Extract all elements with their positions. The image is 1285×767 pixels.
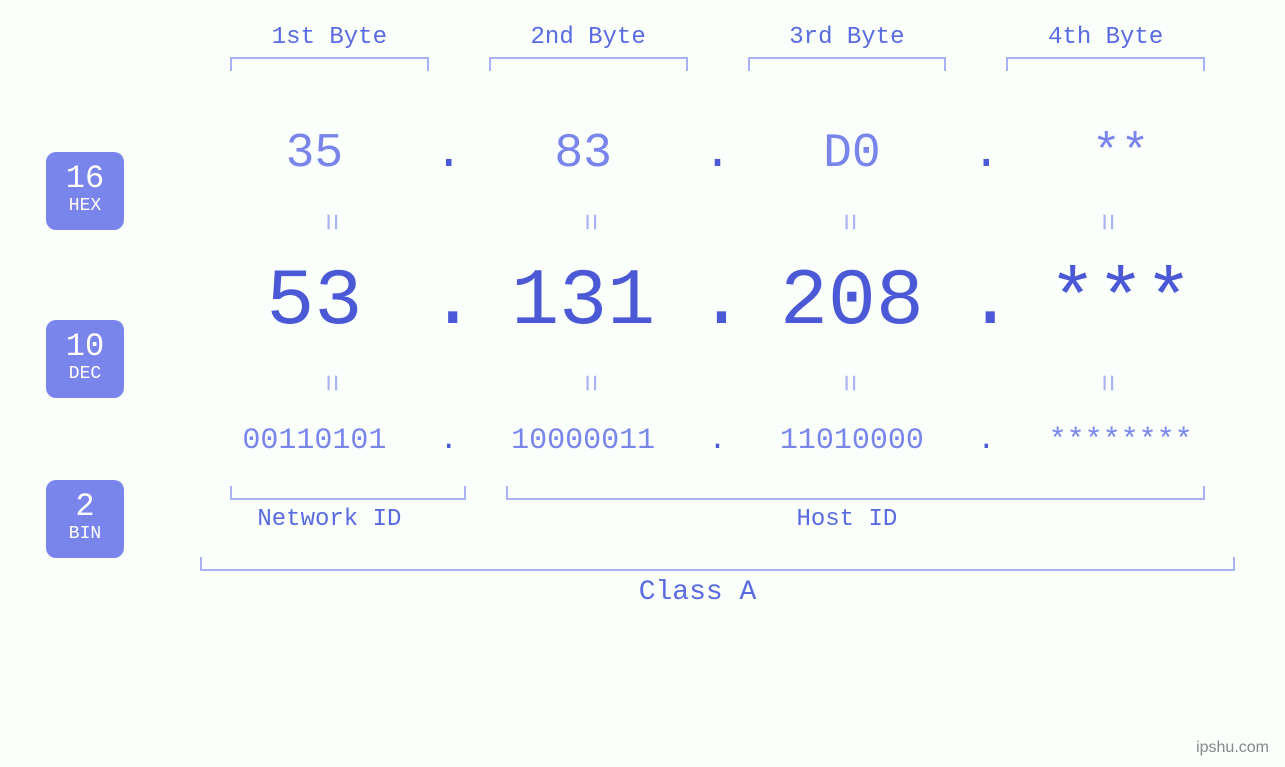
top-brackets bbox=[200, 57, 1235, 71]
id-brackets-row bbox=[200, 486, 1235, 500]
equals-5: = bbox=[312, 254, 346, 513]
badge-hex-num: 16 bbox=[66, 163, 104, 195]
top-bracket-4 bbox=[1006, 57, 1205, 71]
byte-header-1: 1st Byte bbox=[200, 24, 459, 51]
class-label: Class A bbox=[150, 577, 1245, 608]
dec-dot-2: . bbox=[698, 257, 738, 348]
top-bracket-2 bbox=[489, 57, 688, 71]
bin-row: 00110101 . 10000011 . 11010000 . *******… bbox=[200, 424, 1235, 458]
bin-dot-3: . bbox=[966, 424, 1006, 458]
dec-row: 53 . 131 . 208 . *** bbox=[200, 257, 1235, 348]
badge-bin: 2 BIN bbox=[46, 480, 124, 558]
dec-dot-3: . bbox=[966, 257, 1006, 348]
network-id-bracket bbox=[230, 486, 466, 500]
badge-dec: 10 DEC bbox=[46, 320, 124, 398]
top-bracket-3 bbox=[748, 57, 947, 71]
dec-dot-1: . bbox=[429, 257, 469, 348]
hex-dot-3: . bbox=[966, 127, 1006, 181]
badge-bin-num: 2 bbox=[75, 491, 94, 523]
badge-hex-txt: HEX bbox=[69, 195, 101, 218]
badge-dec-txt: DEC bbox=[69, 363, 101, 386]
watermark: ipshu.com bbox=[1196, 739, 1269, 757]
top-bracket-1 bbox=[230, 57, 429, 71]
byte-header-3: 3rd Byte bbox=[718, 24, 977, 51]
equals-6: = bbox=[571, 254, 605, 513]
equals-hex-dec: = = = = bbox=[200, 205, 1235, 239]
bin-dot-2: . bbox=[698, 424, 738, 458]
hex-dot-2: . bbox=[698, 127, 738, 181]
id-labels-row: Network ID Host ID bbox=[200, 506, 1235, 533]
class-bracket bbox=[200, 557, 1235, 571]
badge-bin-txt: BIN bbox=[69, 523, 101, 546]
equals-8: = bbox=[1089, 254, 1123, 513]
badge-dec-num: 10 bbox=[66, 331, 104, 363]
hex-dot-1: . bbox=[429, 127, 469, 181]
equals-dec-bin: = = = = bbox=[200, 366, 1235, 400]
bin-dot-1: . bbox=[429, 424, 469, 458]
badge-hex: 16 HEX bbox=[46, 152, 124, 230]
byte-header-4: 4th Byte bbox=[976, 24, 1235, 51]
equals-7: = bbox=[830, 254, 864, 513]
byte-headers-row: 1st Byte 2nd Byte 3rd Byte 4th Byte bbox=[200, 24, 1235, 51]
hex-row: 35 . 83 . D0 . ** bbox=[200, 127, 1235, 181]
byte-header-2: 2nd Byte bbox=[459, 24, 718, 51]
